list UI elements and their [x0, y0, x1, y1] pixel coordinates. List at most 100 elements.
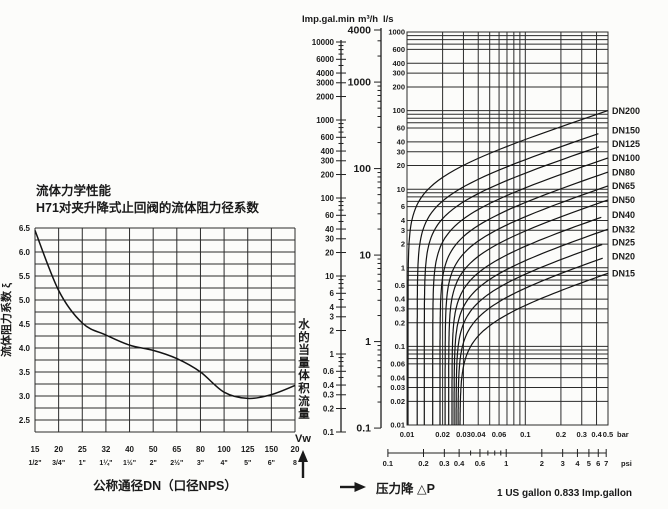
y-tick-label: 3.0	[19, 392, 31, 401]
ls-tick-label: 30	[397, 147, 405, 156]
x-tick-label-nps: 5"	[244, 460, 251, 467]
imp-gal-tick-label: 40	[325, 225, 334, 234]
series-label-dn15: DN15	[612, 269, 635, 279]
series-label-dn100: DN100	[612, 153, 640, 163]
flow-curve-dn80	[439, 171, 609, 425]
x-tick-label-nps: 4"	[220, 460, 227, 467]
y-tick-label: 2.5	[19, 416, 31, 425]
ls-header: l/s	[383, 14, 394, 25]
flow-axis-label-char: 量	[298, 355, 310, 369]
psi-tick-label: 6	[596, 459, 600, 468]
flow-curve-dn125	[423, 146, 600, 425]
bar-tick-label: 0.02	[435, 430, 450, 439]
psi-tick-label: 0.3	[439, 459, 449, 468]
pressure-axis-right-arrow-icon	[340, 482, 366, 492]
flow-axis-label-char: 积	[298, 381, 310, 395]
series-label-dn32: DN32	[612, 224, 635, 234]
m3h-tick-label: 1000	[348, 77, 372, 89]
left-chart: 6.5 6.0 5.5 5.0 4.5 4.0 3.5 3.0 2.5 15 20 25 32 40 50 6…	[19, 224, 300, 467]
imp-gal-tick-label: 4000	[316, 69, 334, 78]
x-tick-label-dn: 50	[149, 445, 158, 454]
ls-tick-label: 0.4	[395, 295, 406, 304]
gallon-conversion-note: 1 US gallon 0.833 Imp.gallon	[497, 488, 632, 499]
m3h-tick-label: 10	[359, 250, 371, 262]
ls-tick-label: 4	[401, 216, 406, 225]
flow-curve-dn65	[444, 185, 609, 425]
imp-gal-tick-label: 1	[330, 350, 335, 359]
ls-tick-label: 600	[392, 45, 405, 54]
imp-gal-tick-label: 0.3	[323, 391, 335, 400]
x-tick-label-dn: 100	[217, 445, 231, 454]
flow-curve-dn50	[448, 199, 609, 425]
series-label-dn150: DN150	[612, 126, 640, 136]
y-tick-label: 6.5	[19, 224, 31, 233]
imp-gal-min-header: Imp.gal.min	[302, 14, 355, 25]
ls-tick-label: 0.01	[390, 421, 405, 430]
x-tick-label-nps: 3"	[197, 460, 204, 467]
flow-curve-dn25	[455, 243, 603, 425]
flow-curve-dn200	[407, 110, 609, 425]
series-label-dn80: DN80	[612, 167, 635, 177]
flow-axis-label-char: 水	[298, 317, 310, 331]
ls-tick-label: 0.2	[395, 318, 405, 327]
imp-gal-tick-label: 400	[321, 147, 335, 156]
ls-tick-label: 20	[397, 161, 405, 170]
imp-gal-tick-label: 2	[330, 326, 335, 335]
psi-tick-label: 7	[604, 459, 608, 468]
imp-gal-tick-label: 4	[330, 303, 335, 312]
imp-gal-tick-label: 0.4	[323, 381, 335, 390]
flow-axis-up-arrow-icon	[298, 450, 308, 478]
ls-tick-label: 300	[392, 69, 405, 78]
ls-tick-label: 0.04	[390, 373, 405, 382]
x-tick-label-nps: 6"	[268, 460, 275, 467]
imp-gal-tick-label: 10	[325, 272, 334, 281]
y-tick-label: 5.0	[19, 296, 31, 305]
left-grid	[34, 227, 296, 433]
m3h-tick-label: 4000	[348, 25, 372, 37]
imp-gal-tick-label: 10000	[312, 38, 335, 47]
ls-tick-label: 3	[401, 226, 405, 235]
ls-tick-label: 0.3	[395, 304, 405, 313]
flow-curve-dn40	[451, 216, 602, 425]
bar-tick-label: 0.4	[591, 430, 602, 439]
psi-tick-label: 0.4	[454, 459, 465, 468]
bar-tick-label: 0.2	[556, 430, 566, 439]
ls-tick-label: 100	[392, 106, 405, 115]
bar-tick-label: 0.1	[520, 430, 530, 439]
psi-tick-label: 1	[504, 459, 508, 468]
y-tick-label: 4.0	[19, 344, 31, 353]
x-tick-label-dn: 125	[241, 445, 255, 454]
plot-border	[406, 31, 609, 426]
flow-axis-label-char: 当	[298, 343, 310, 357]
x-tick-label-dn: 32	[101, 445, 110, 454]
x-tick-label-nps: 1¼"	[99, 459, 112, 467]
series-label-dn40: DN40	[612, 210, 635, 220]
m3h-ruler	[374, 28, 382, 429]
bar-tick-label: 0.03	[456, 430, 471, 439]
left-chart-title-line1: 流体力学性能	[36, 183, 112, 198]
flow-axis-label-char: 体	[298, 368, 310, 382]
m3h-tick-label: 0.1	[356, 423, 371, 435]
bar-tick-label: 0.01	[400, 430, 415, 439]
x-tick-label-dn: 20	[54, 445, 63, 454]
psi-tick-label: 2	[540, 459, 544, 468]
imp-gal-tick-label: 60	[325, 211, 334, 220]
left-chart-x-axis-label: 公称通径DN（口径NPS）	[93, 478, 237, 493]
x-tick-label-nps: 8	[293, 460, 297, 467]
imp-gal-tick-label: 3000	[316, 79, 334, 88]
imp-gal-tick-label: 20	[325, 248, 334, 257]
y-tick-label: 5.5	[19, 272, 31, 281]
left-chart-title-line2: H71对夹升降式止回阀的流体阻力径系数	[36, 200, 259, 215]
flow-curve-dn15	[459, 272, 609, 425]
imp-gal-tick-label: 6000	[316, 55, 334, 64]
bar-tick-label: 0.5	[603, 430, 613, 439]
flow-curve-dn20	[457, 257, 603, 425]
x-tick-label-nps: 3/4"	[52, 460, 65, 467]
x-tick-label-nps: 2½"	[170, 459, 183, 467]
psi-unit-label: psi	[621, 459, 632, 468]
psi-tick-label: 0.1	[383, 459, 393, 468]
x-tick-label-dn: 150	[265, 445, 279, 454]
bar-tick-label: 0.3	[577, 430, 587, 439]
